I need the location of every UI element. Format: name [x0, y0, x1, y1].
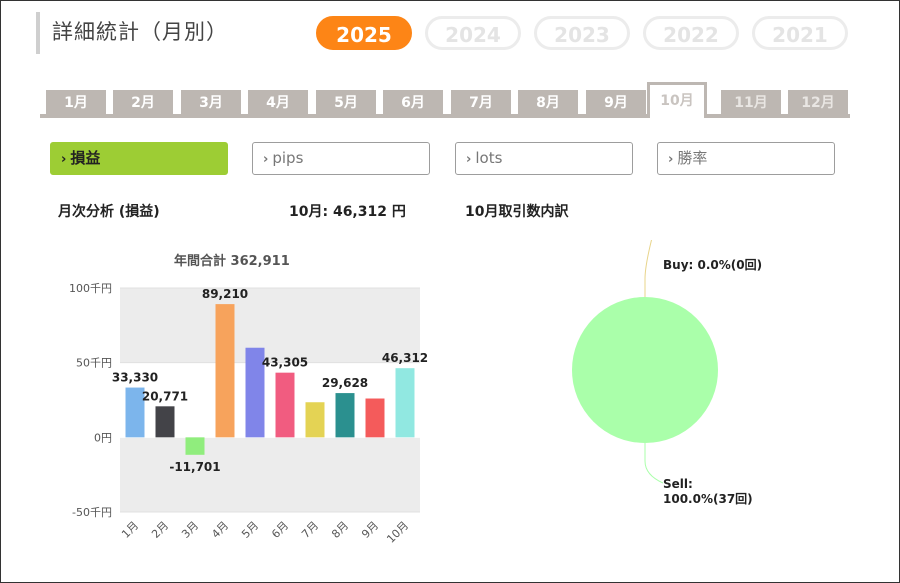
bar-6月[interactable] [275, 372, 295, 438]
x-tick-label: 3月 [179, 519, 201, 541]
bar-5月[interactable] [245, 347, 265, 438]
bar-chart-title: 年間合計 362,911 [174, 254, 290, 269]
y-tick-label: 50千円 [76, 357, 112, 370]
tab-month-7[interactable]: 7月 [451, 90, 511, 116]
tab-month-3[interactable]: 3月 [181, 90, 241, 116]
pie-connector-buy [644, 240, 653, 297]
tab-month-4[interactable]: 4月 [248, 90, 308, 116]
data-label: 43,305 [262, 356, 308, 370]
x-tick-label: 2月 [149, 519, 171, 541]
x-tick-label: 4月 [209, 519, 231, 541]
tab-month-9[interactable]: 9月 [586, 90, 646, 116]
data-label: 33,330 [112, 371, 158, 385]
metric-button-lots[interactable]: › lots [455, 142, 633, 175]
bar-10月[interactable] [395, 368, 415, 438]
year-button-2022[interactable]: 2022 [643, 16, 739, 50]
chevron-right-icon: › [61, 152, 67, 167]
y-tick-label: 0円 [94, 431, 112, 444]
metric-button-winrate[interactable]: › 勝率 [657, 142, 835, 175]
y-tick-label: 100千円 [69, 282, 112, 295]
data-label: 46,312 [382, 351, 428, 365]
month-value: 10月: 46,312 円 [289, 204, 406, 220]
bar-9月[interactable] [365, 398, 385, 438]
metric-label: 損益 [70, 149, 101, 167]
bar-3月[interactable] [185, 437, 205, 455]
bar-4月[interactable] [215, 304, 235, 438]
bar-1月[interactable] [125, 387, 145, 438]
bar-2月[interactable] [155, 406, 175, 438]
metric-label: 勝率 [677, 149, 708, 167]
chevron-right-icon: › [466, 152, 472, 167]
month-tabs-baseline [40, 114, 850, 118]
pie-slice-sell[interactable] [572, 297, 718, 443]
tab-month-11[interactable]: 11月 [721, 90, 781, 116]
analysis-label: 月次分析 (損益) [58, 204, 160, 220]
pie-label-sell: Sell: 100.0%(37回) [663, 477, 753, 507]
x-tick-label: 10月 [384, 519, 411, 546]
metric-label: lots [475, 149, 503, 167]
y-tick-label: -50千円 [72, 506, 112, 519]
x-tick-label: 5月 [239, 519, 261, 541]
chevron-right-icon: › [668, 152, 674, 167]
pie-chart [572, 240, 718, 484]
tab-month-1[interactable]: 1月 [46, 90, 106, 116]
data-label: 29,628 [322, 376, 368, 390]
year-button-2024[interactable]: 2024 [425, 16, 521, 50]
month-tabs: 1月 2月 3月 4月 5月 6月 7月 8月 9月 10月 11月 12月 [40, 82, 850, 118]
tab-month-12[interactable]: 12月 [788, 90, 848, 116]
metric-button-pl[interactable]: › 損益 [50, 142, 228, 175]
bar-7月[interactable] [305, 402, 325, 438]
year-button-2023[interactable]: 2023 [534, 16, 630, 50]
x-tick-label: 6月 [269, 519, 291, 541]
tab-month-6[interactable]: 6月 [383, 90, 443, 116]
pie-label-sell-line1: Sell: [663, 477, 693, 491]
pie-label-buy: Buy: 0.0%(0回) [663, 258, 763, 272]
page-title: 詳細統計（月別） [36, 12, 228, 54]
chevron-right-icon: › [263, 152, 269, 167]
x-tick-label: 7月 [299, 519, 321, 541]
tab-month-5[interactable]: 5月 [316, 90, 376, 116]
tab-month-2[interactable]: 2月 [113, 90, 173, 116]
x-tick-label: 9月 [359, 519, 381, 541]
bar-chart: 100千円 50千円 0円 -50千円 33,330 1月 20,771 2月 -11,701 3… [69, 282, 428, 546]
metric-button-pips[interactable]: › pips [252, 142, 430, 175]
pie-connector-sell [644, 443, 664, 484]
year-button-2021[interactable]: 2021 [752, 16, 848, 50]
year-button-2025[interactable]: 2025 [316, 16, 412, 50]
metric-label: pips [272, 149, 304, 167]
bar-8月[interactable] [335, 393, 355, 438]
breakdown-label: 10月取引数内訳 [465, 204, 569, 220]
data-label: -11,701 [169, 460, 220, 474]
data-label: 89,210 [202, 287, 248, 301]
tab-month-8[interactable]: 8月 [518, 90, 578, 116]
tab-month-10[interactable]: 10月 [647, 82, 707, 118]
x-tick-label: 8月 [329, 519, 351, 541]
pie-label-sell-line2: 100.0%(37回) [663, 492, 753, 506]
data-label: 20,771 [142, 389, 188, 403]
x-tick-label: 1月 [119, 519, 141, 541]
